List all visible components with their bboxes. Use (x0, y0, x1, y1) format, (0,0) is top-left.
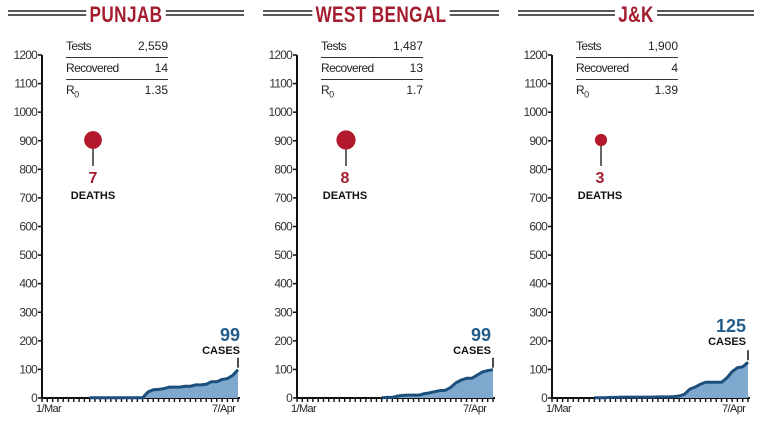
y-tick-label: 100 (529, 362, 548, 376)
y-tick-label: 500 (529, 248, 548, 262)
y-tick-label: 900 (529, 134, 548, 148)
y-tick-label: 300 (274, 305, 293, 319)
recovered-value: 14 (154, 61, 168, 75)
r0-label: R0 (576, 83, 589, 100)
y-tick-label: 0 (31, 391, 38, 405)
r0-label: R0 (321, 83, 334, 100)
recovered-label: Recovered (321, 61, 374, 75)
x-end-label: 7/Apr (463, 403, 487, 415)
y-tick-label: 900 (19, 134, 38, 148)
y-tick-label: 800 (529, 162, 548, 176)
tests-label: Tests (576, 39, 602, 53)
y-tick-label: 0 (286, 391, 293, 405)
y-tick-label: 1100 (524, 77, 548, 91)
x-end-label: 7/Apr (212, 403, 236, 415)
x-start-label: 1/Mar (291, 403, 317, 415)
deaths-value: 8 (340, 170, 350, 187)
y-tick-label: 700 (274, 191, 293, 205)
chart-svg: 0 100 200 300 400 500 600 700 800 900 1000 1100 1200 (8, 10, 244, 405)
deaths-dot (336, 130, 356, 150)
y-tick-label: 600 (19, 220, 38, 234)
recovered-label: Recovered (66, 61, 119, 75)
tests-label: Tests (321, 39, 347, 53)
y-tick-label: 600 (529, 220, 548, 234)
cases-area (594, 362, 748, 398)
y-tick-label: 400 (19, 277, 38, 291)
deaths-value: 3 (595, 170, 605, 187)
cases-value: 99 (219, 325, 240, 345)
y-tick-label: 1000 (269, 105, 294, 119)
panel-jammu-kashmir: 0 100 200 300 400 500 600 700 800 900 1000 1100 1200… (510, 0, 759, 429)
tests-label: Tests (66, 39, 92, 53)
cases-line (381, 368, 494, 400)
y-tick-label: 1100 (269, 77, 293, 91)
cases-label: CASES (202, 345, 240, 357)
chart-svg: 0 100 200 300 400 500 600 700 800 900 1000 1100 1200 (263, 10, 499, 405)
recovered-value: 13 (409, 61, 423, 75)
deaths-label: DEATHS (70, 190, 116, 202)
recovered-value: 4 (671, 61, 678, 75)
y-tick-label: 800 (274, 162, 293, 176)
panel-title: WEST BENGAL (312, 2, 450, 27)
recovered-label: Recovered (576, 61, 629, 75)
panel-punjab: 0 100 200 300 400 500 600 700 800 900 1000 1100 1200… (0, 0, 252, 429)
y-tick-label: 200 (19, 334, 38, 348)
y-tick-label: 500 (19, 248, 38, 262)
r0-value: 1.35 (144, 83, 168, 97)
y-tick-label: 300 (19, 305, 38, 319)
y-tick-label: 1200 (14, 48, 39, 62)
cases-line (594, 361, 749, 400)
y-tick-label: 100 (19, 362, 38, 376)
y-tick-label: 700 (19, 191, 38, 205)
y-tick-label: 500 (274, 248, 293, 262)
y-tick-label: 1200 (269, 48, 294, 62)
stats-table: Tests 1,900 Recovered 4 R0 1.39 (576, 36, 678, 101)
cases-value: 99 (470, 325, 491, 345)
deaths-label: DEATHS (577, 190, 623, 202)
y-tick-label: 800 (19, 162, 38, 176)
deaths-value: 7 (88, 170, 98, 187)
tests-value: 1,487 (392, 39, 423, 53)
r0-value: 1.7 (406, 83, 423, 97)
y-tick-label: 1000 (524, 105, 549, 119)
r0-label: R0 (66, 83, 79, 100)
cases-area (381, 369, 493, 398)
y-tick-label: 100 (274, 362, 293, 376)
deaths-dot (594, 133, 608, 147)
r0-value: 1.39 (654, 83, 678, 97)
deaths-dot (84, 131, 102, 149)
y-tick-label: 300 (529, 305, 548, 319)
y-tick-label: 0 (541, 391, 548, 405)
panel-title: J&K (615, 2, 657, 27)
y-tick-label: 200 (274, 334, 293, 348)
y-tick-label: 400 (529, 277, 548, 291)
y-tick-label: 200 (529, 334, 548, 348)
cases-label: CASES (708, 336, 746, 348)
tests-value: 2,559 (137, 39, 168, 53)
tests-value: 1,900 (647, 39, 678, 53)
cases-area (89, 369, 238, 398)
cases-value: 125 (715, 316, 746, 336)
y-tick-label: 400 (274, 277, 293, 291)
chart-svg: 0 100 200 300 400 500 600 700 800 900 1000 1100 1200 (518, 10, 754, 405)
y-tick-label: 600 (274, 220, 293, 234)
deaths-label: DEATHS (322, 190, 368, 202)
x-start-label: 1/Mar (36, 403, 62, 415)
panel-west-bengal: 0 100 200 300 400 500 600 700 800 900 1000 1100 1200… (255, 0, 507, 429)
x-end-label: 7/Apr (722, 403, 746, 415)
panel-title: PUNJAB (86, 2, 166, 27)
stats-table: Tests 1,487 Recovered 13 R0 1.7 (321, 36, 423, 101)
stats-table: Tests 2,559 Recovered 14 R0 1.35 (66, 36, 168, 101)
y-tick-label: 1100 (14, 77, 38, 91)
x-start-label: 1/Mar (546, 403, 572, 415)
cases-label: CASES (453, 345, 491, 357)
y-tick-label: 1200 (524, 48, 549, 62)
y-tick-label: 900 (274, 134, 293, 148)
y-tick-label: 1000 (14, 105, 39, 119)
y-tick-label: 700 (529, 191, 548, 205)
